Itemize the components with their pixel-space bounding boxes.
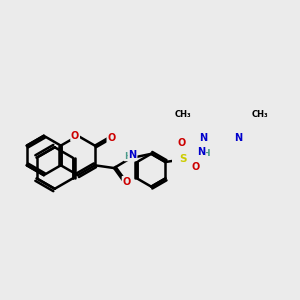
Text: O: O [122,177,131,187]
Text: O: O [177,138,185,148]
Text: O: O [71,131,79,141]
Text: H: H [124,152,132,160]
Text: CH₃: CH₃ [251,110,268,119]
Text: N: N [235,133,243,143]
Text: N: N [129,150,137,160]
Text: N: N [197,147,205,157]
Text: H: H [202,149,210,158]
Text: CH₃: CH₃ [175,110,191,119]
Text: S: S [179,154,187,164]
Text: N: N [200,133,208,143]
Text: O: O [192,163,200,172]
Text: O: O [107,133,116,143]
